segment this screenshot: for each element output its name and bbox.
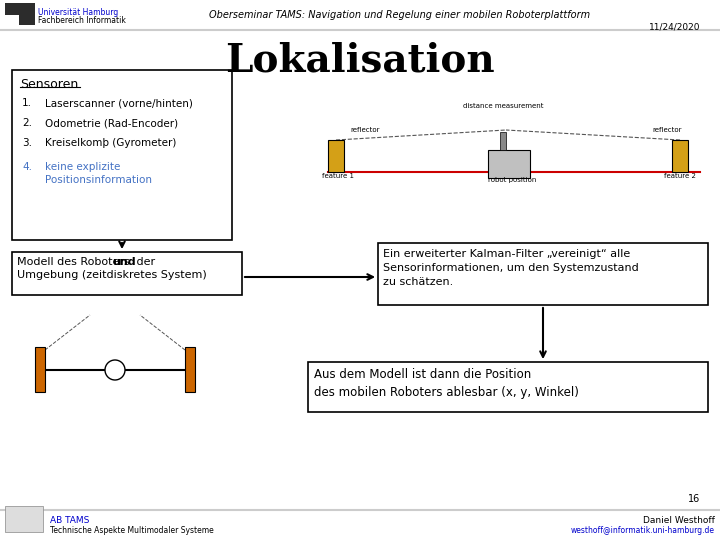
Text: AB TAMS: AB TAMS — [50, 516, 89, 525]
Text: reflector: reflector — [652, 127, 682, 133]
Text: 4.: 4. — [22, 162, 32, 172]
Text: reflector: reflector — [350, 127, 379, 133]
Bar — [500, 132, 506, 150]
FancyBboxPatch shape — [12, 70, 232, 240]
Text: 11/24/2020: 11/24/2020 — [649, 22, 700, 31]
Bar — [328, 140, 344, 172]
Bar — [5, 3, 35, 25]
Text: Positionsinformation: Positionsinformation — [45, 175, 152, 185]
FancyBboxPatch shape — [308, 362, 708, 412]
Text: Aus dem Modell ist dann die Position
des mobilen Roboters ablesbar (x, y, Winkel: Aus dem Modell ist dann die Position des… — [314, 368, 579, 399]
Text: Fachbereich Informatik: Fachbereich Informatik — [38, 16, 126, 25]
Text: feature 2: feature 2 — [664, 173, 696, 179]
Text: Kreiselkomþ (Gyrometer): Kreiselkomþ (Gyrometer) — [45, 138, 176, 148]
Text: feature 1: feature 1 — [322, 173, 354, 179]
Text: Daniel Westhoff: Daniel Westhoff — [643, 516, 715, 525]
Text: 2.: 2. — [22, 118, 32, 128]
Text: Umgebung (zeitdiskretes System): Umgebung (zeitdiskretes System) — [17, 270, 207, 280]
Text: Sensoren: Sensoren — [20, 78, 78, 91]
Text: robot position: robot position — [488, 177, 536, 183]
FancyBboxPatch shape — [12, 252, 242, 295]
Text: Lokalisation: Lokalisation — [225, 42, 495, 80]
Text: 3.: 3. — [22, 138, 32, 148]
Text: westhoff@informatik.uni-hamburg.de: westhoff@informatik.uni-hamburg.de — [571, 526, 715, 535]
Text: 1.: 1. — [22, 98, 32, 108]
Text: Universität Hamburg: Universität Hamburg — [38, 8, 118, 17]
Circle shape — [105, 360, 125, 380]
Bar — [5, 15, 19, 25]
Text: 16: 16 — [688, 494, 700, 504]
Text: Technische Aspekte Multimodaler Systeme: Technische Aspekte Multimodaler Systeme — [50, 526, 214, 535]
Text: keine explizite: keine explizite — [45, 162, 120, 172]
Text: Oberseminar TAMS: Navigation und Regelung einer mobilen Roboterplattform: Oberseminar TAMS: Navigation und Regelun… — [210, 10, 590, 20]
Text: Ein erweiterter Kalman-Filter „vereinigt“ alle
Sensorinformationen, um den Syste: Ein erweiterter Kalman-Filter „vereinigt… — [383, 249, 639, 287]
Bar — [185, 347, 195, 392]
Text: Laserscanner (vorne/hinten): Laserscanner (vorne/hinten) — [45, 98, 193, 108]
Bar — [5, 506, 43, 532]
Text: und: und — [112, 257, 135, 267]
FancyBboxPatch shape — [378, 243, 708, 305]
Text: der: der — [133, 257, 155, 267]
Text: Odometrie (Rad-Encoder): Odometrie (Rad-Encoder) — [45, 118, 178, 128]
Bar — [488, 150, 530, 178]
Text: Modell des Roboters: Modell des Roboters — [17, 257, 133, 267]
Text: distance measurement: distance measurement — [463, 103, 544, 109]
Bar — [35, 347, 45, 392]
Bar — [672, 140, 688, 172]
